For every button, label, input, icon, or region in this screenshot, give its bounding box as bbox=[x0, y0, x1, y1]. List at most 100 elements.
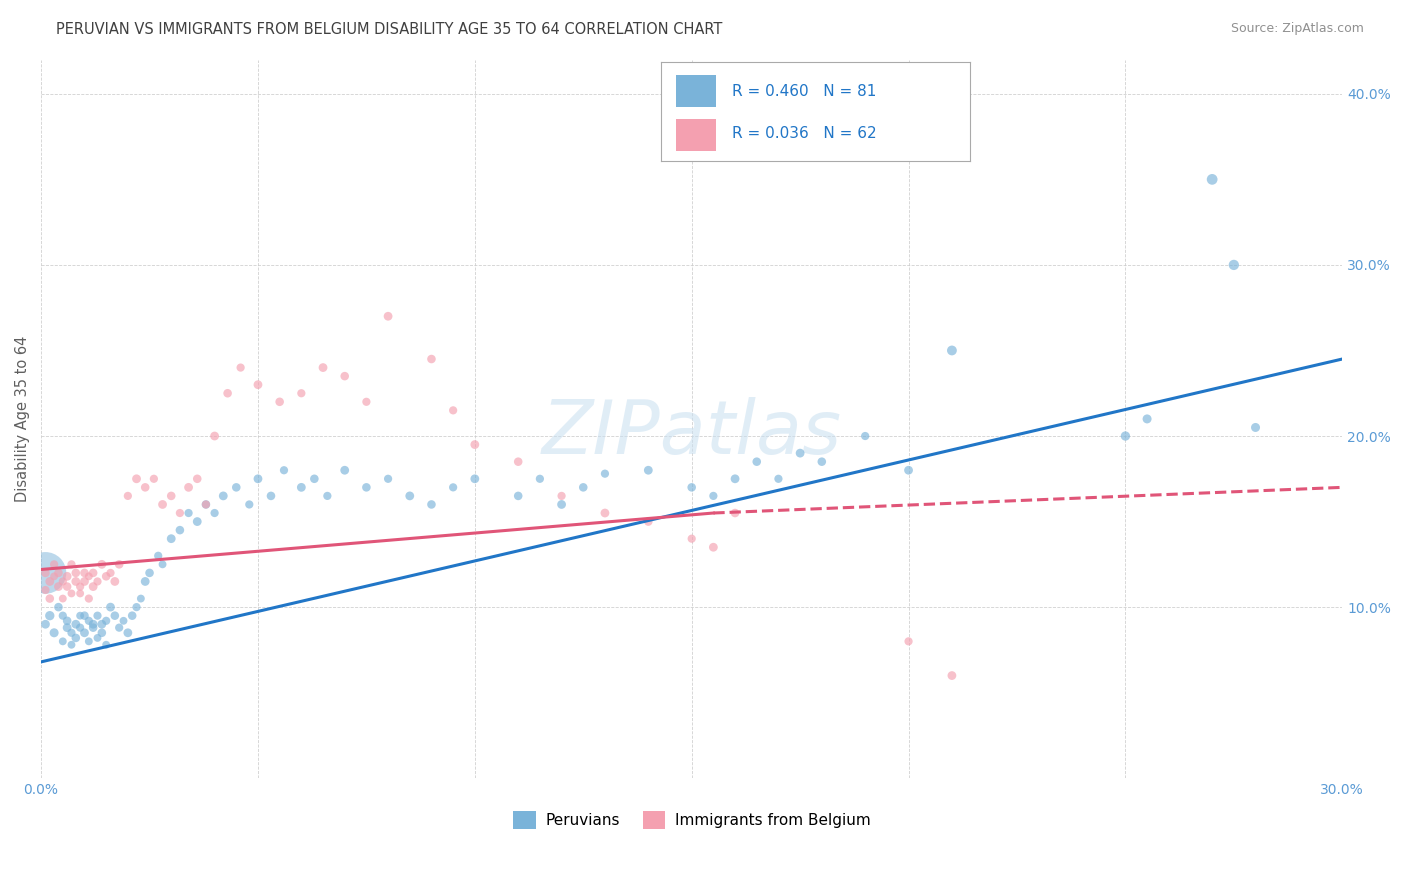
Point bbox=[160, 489, 183, 503]
Point bbox=[60, 638, 83, 652]
Point bbox=[56, 614, 79, 628]
Point bbox=[34, 566, 56, 580]
Point bbox=[702, 540, 724, 554]
Point bbox=[90, 625, 112, 640]
Point bbox=[129, 591, 152, 606]
Point bbox=[121, 608, 143, 623]
Point bbox=[100, 600, 122, 615]
Text: R = 0.036   N = 62: R = 0.036 N = 62 bbox=[733, 126, 876, 141]
Point bbox=[186, 515, 208, 529]
Point bbox=[100, 566, 122, 580]
Point bbox=[637, 463, 659, 477]
Point bbox=[52, 608, 75, 623]
Point bbox=[1136, 412, 1159, 426]
Point bbox=[1223, 258, 1246, 272]
Legend: Peruvians, Immigrants from Belgium: Peruvians, Immigrants from Belgium bbox=[508, 805, 876, 835]
Point bbox=[398, 489, 420, 503]
Point bbox=[1114, 429, 1136, 443]
Point bbox=[702, 489, 724, 503]
Point bbox=[269, 394, 291, 409]
Point bbox=[464, 472, 486, 486]
Point bbox=[77, 569, 100, 583]
Point bbox=[34, 617, 56, 632]
Point bbox=[177, 506, 200, 520]
Point bbox=[273, 463, 295, 477]
Point bbox=[420, 498, 443, 512]
Point bbox=[48, 580, 70, 594]
Point bbox=[550, 489, 572, 503]
Point bbox=[86, 631, 108, 645]
Point bbox=[853, 429, 876, 443]
Point bbox=[160, 532, 183, 546]
Point bbox=[125, 472, 148, 486]
Text: ZIPatlas: ZIPatlas bbox=[541, 397, 842, 469]
Text: PERUVIAN VS IMMIGRANTS FROM BELGIUM DISABILITY AGE 35 TO 64 CORRELATION CHART: PERUVIAN VS IMMIGRANTS FROM BELGIUM DISA… bbox=[56, 22, 723, 37]
Point bbox=[593, 506, 616, 520]
Point bbox=[356, 480, 378, 494]
Point bbox=[86, 608, 108, 623]
Point bbox=[69, 586, 91, 600]
Point bbox=[69, 621, 91, 635]
Point bbox=[104, 608, 127, 623]
Point bbox=[38, 574, 60, 589]
Point bbox=[217, 386, 239, 401]
Point bbox=[77, 614, 100, 628]
Point bbox=[204, 506, 226, 520]
Point bbox=[941, 343, 963, 358]
Point bbox=[90, 558, 112, 572]
Point bbox=[681, 480, 703, 494]
Point bbox=[593, 467, 616, 481]
Point bbox=[42, 569, 65, 583]
Point bbox=[290, 386, 312, 401]
Point bbox=[637, 515, 659, 529]
Point bbox=[377, 472, 399, 486]
Point bbox=[60, 586, 83, 600]
Point bbox=[96, 614, 118, 628]
Point bbox=[34, 566, 56, 580]
Point bbox=[724, 472, 747, 486]
Point bbox=[1244, 420, 1267, 434]
Point bbox=[260, 489, 283, 503]
Point bbox=[204, 429, 226, 443]
Point bbox=[42, 558, 65, 572]
Point bbox=[304, 472, 326, 486]
Point bbox=[529, 472, 551, 486]
Point bbox=[73, 608, 96, 623]
Point bbox=[789, 446, 811, 460]
Point bbox=[73, 574, 96, 589]
Point bbox=[73, 625, 96, 640]
Point bbox=[681, 532, 703, 546]
Point bbox=[508, 489, 530, 503]
Point bbox=[1201, 172, 1223, 186]
Point bbox=[69, 580, 91, 594]
Point bbox=[177, 480, 200, 494]
Point bbox=[745, 455, 768, 469]
Point bbox=[52, 591, 75, 606]
FancyBboxPatch shape bbox=[676, 75, 717, 107]
Point bbox=[229, 360, 252, 375]
Point bbox=[38, 608, 60, 623]
Point bbox=[42, 625, 65, 640]
Point bbox=[117, 625, 139, 640]
Point bbox=[117, 489, 139, 503]
Point bbox=[138, 566, 160, 580]
Point bbox=[48, 600, 70, 615]
Point bbox=[377, 310, 399, 324]
Point bbox=[38, 591, 60, 606]
Point bbox=[148, 549, 170, 563]
Point bbox=[56, 569, 79, 583]
FancyBboxPatch shape bbox=[676, 120, 717, 151]
Text: R = 0.460   N = 81: R = 0.460 N = 81 bbox=[733, 85, 876, 99]
Point bbox=[65, 617, 87, 632]
Point bbox=[246, 472, 269, 486]
Point bbox=[194, 498, 217, 512]
Point bbox=[134, 480, 156, 494]
Point bbox=[56, 621, 79, 635]
Point bbox=[86, 574, 108, 589]
Point bbox=[65, 631, 87, 645]
Point bbox=[768, 472, 790, 486]
Point bbox=[333, 369, 356, 384]
Point bbox=[316, 489, 339, 503]
Point bbox=[238, 498, 260, 512]
Point bbox=[96, 569, 118, 583]
